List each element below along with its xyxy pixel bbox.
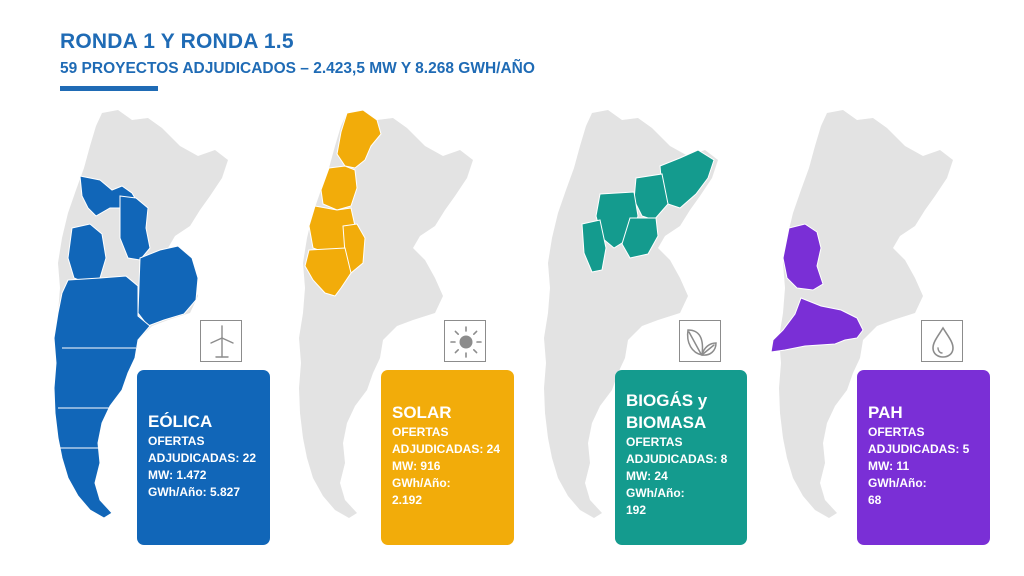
card-eolica: EÓLICA OFERTAS ADJUDICADAS: 22 MW: 1.472… [137,370,270,545]
card-solar: SOLAR OFERTAS ADJUDICADAS: 24 MW: 916 GW… [381,370,514,545]
card-line: ADJUDICADAS: 8 [626,452,728,466]
card-line: GWh/Año: 5.827 [148,485,241,499]
wind-turbine-icon [200,320,242,362]
page-title: RONDA 1 Y RONDA 1.5 [60,30,294,53]
card-line: ADJUDICADAS: 24 [392,442,501,456]
card-title: EÓLICA [148,412,213,431]
card-line: 68 [868,493,882,507]
card-line: MW: 916 [392,459,441,473]
map-biogas [544,110,718,518]
card-line: GWh/Año: [868,476,927,490]
title-underline [60,86,158,91]
card-biogas: BIOGÁS y BIOMASA OFERTAS ADJUDICADAS: 8 … [615,370,747,545]
leaf-icon [679,320,721,362]
card-line: OFERTAS [148,434,205,448]
card-line: OFERTAS [626,435,683,449]
card-line: ADJUDICADAS: 5 [868,442,970,456]
sun-icon [444,320,486,362]
card-line: ADJUDICADAS: 22 [148,451,257,465]
card-line: GWh/Año: [392,476,451,490]
map-pah [770,110,953,518]
card-title: PAH [868,403,903,422]
card-pah: PAH OFERTAS ADJUDICADAS: 5 MW: 11 GWh/Añ… [857,370,990,545]
page-subtitle: 59 PROYECTOS ADJUDICADOS – 2.423,5 MW Y … [60,60,535,77]
card-line: OFERTAS [868,425,925,439]
map-solar [299,109,473,518]
card-line: 192 [626,503,647,517]
card-line: MW: 24 [626,469,668,483]
map-eolica [53,110,228,518]
card-title-line2: BIOMASA [626,413,707,432]
card-line: GWh/Año: [626,486,685,500]
card-title: SOLAR [392,403,452,422]
card-line: MW: 1.472 [148,468,207,482]
card-line: OFERTAS [392,425,449,439]
card-line: 2.192 [392,493,423,507]
water-drop-icon [921,320,963,362]
card-title: BIOGÁS y [626,391,708,410]
card-line: MW: 11 [868,459,910,473]
